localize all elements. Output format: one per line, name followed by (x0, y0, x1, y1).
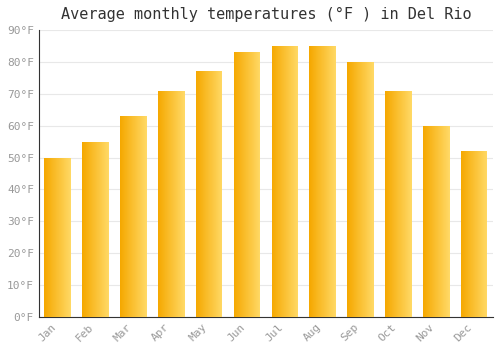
Title: Average monthly temperatures (°F ) in Del Rio: Average monthly temperatures (°F ) in De… (60, 7, 471, 22)
